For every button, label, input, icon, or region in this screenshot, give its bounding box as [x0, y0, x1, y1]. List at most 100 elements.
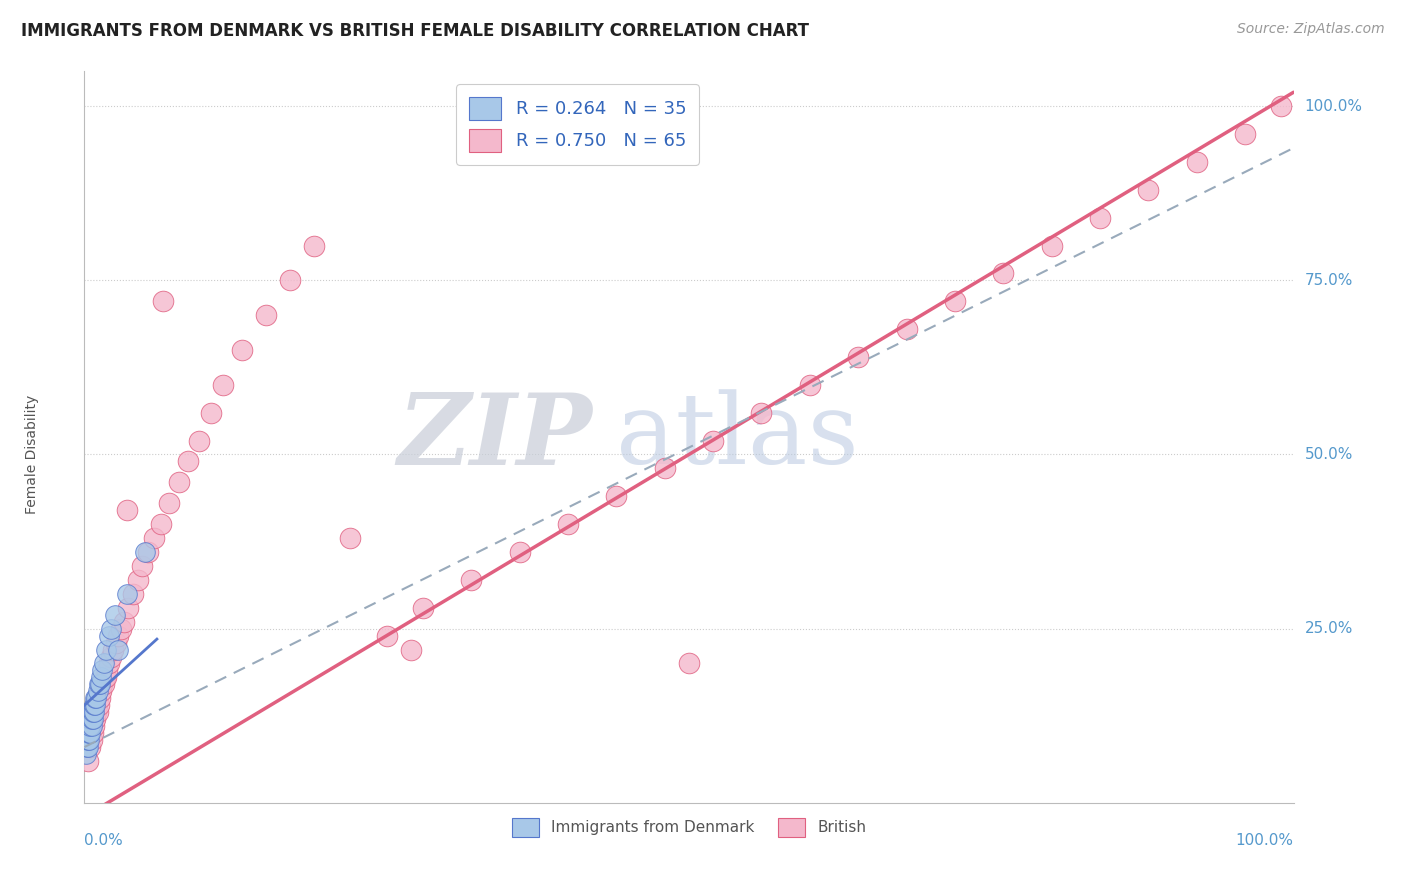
Point [96, 664, 118, 678]
Point [84, 698, 107, 713]
Point [654, 461, 676, 475]
Point [112, 615, 135, 629]
Point [375, 629, 398, 643]
Point [339, 531, 361, 545]
Point [82, 726, 104, 740]
Point [412, 600, 434, 615]
Point [86, 691, 108, 706]
Point [143, 531, 166, 545]
Point [83, 705, 105, 719]
Point [1185, 155, 1208, 169]
Point [77, 733, 100, 747]
Point [90, 670, 112, 684]
Point [702, 434, 724, 448]
Point [1137, 183, 1160, 197]
Point [89, 691, 111, 706]
Text: 25.0%: 25.0% [1305, 621, 1353, 636]
Point [110, 622, 132, 636]
Point [76, 740, 98, 755]
Text: 100.0%: 100.0% [1305, 99, 1362, 113]
Point [200, 406, 222, 420]
Point [75, 747, 97, 761]
Point [846, 350, 869, 364]
Point [77, 719, 100, 733]
Text: ZIP: ZIP [398, 389, 592, 485]
Point [80, 712, 103, 726]
Point [751, 406, 773, 420]
Point [131, 558, 153, 573]
Text: 75.0%: 75.0% [1305, 273, 1353, 288]
Point [89, 677, 111, 691]
Point [86, 684, 108, 698]
Point [83, 698, 105, 713]
Point [100, 622, 122, 636]
Point [104, 607, 127, 622]
Point [177, 454, 200, 468]
Text: 100.0%: 100.0% [1236, 833, 1294, 848]
Point [82, 712, 104, 726]
Point [94, 670, 117, 684]
Point [134, 545, 156, 559]
Point [80, 719, 103, 733]
Point [138, 545, 160, 559]
Point [152, 294, 174, 309]
Point [460, 573, 482, 587]
Point [107, 642, 129, 657]
Text: 0.0%: 0.0% [84, 833, 124, 848]
Point [87, 677, 110, 691]
Point [896, 322, 918, 336]
Point [79, 726, 101, 740]
Point [278, 273, 301, 287]
Point [77, 733, 100, 747]
Point [84, 712, 107, 726]
Point [86, 705, 108, 719]
Point [167, 475, 190, 490]
Point [97, 657, 120, 671]
Point [90, 684, 112, 698]
Point [84, 691, 107, 706]
Text: Female Disability: Female Disability [24, 395, 38, 514]
Point [1234, 127, 1257, 141]
Point [77, 754, 100, 768]
Point [399, 642, 422, 657]
Point [678, 657, 700, 671]
Point [993, 266, 1015, 280]
Point [79, 712, 101, 726]
Point [188, 434, 211, 448]
Point [121, 587, 143, 601]
Point [93, 677, 115, 691]
Point [127, 573, 149, 587]
Point [149, 517, 172, 532]
Point [799, 377, 821, 392]
Text: atlas: atlas [616, 389, 859, 485]
Point [77, 726, 100, 740]
Point [80, 705, 103, 719]
Point [91, 677, 114, 691]
Text: 50.0%: 50.0% [1305, 447, 1353, 462]
Point [83, 719, 105, 733]
Point [103, 642, 125, 657]
Point [107, 629, 129, 643]
Point [79, 719, 101, 733]
Point [76, 733, 98, 747]
Point [82, 705, 104, 719]
Point [77, 740, 100, 755]
Point [605, 489, 627, 503]
Point [94, 670, 117, 684]
Point [77, 726, 100, 740]
Point [157, 496, 180, 510]
Point [231, 343, 253, 357]
Point [93, 657, 115, 671]
Text: IMMIGRANTS FROM DENMARK VS BRITISH FEMALE DISABILITY CORRELATION CHART: IMMIGRANTS FROM DENMARK VS BRITISH FEMAL… [21, 22, 808, 40]
Point [1270, 99, 1292, 113]
Point [509, 545, 531, 559]
Point [115, 587, 138, 601]
Point [87, 698, 110, 713]
Point [79, 740, 101, 755]
Point [91, 664, 114, 678]
Point [557, 517, 579, 532]
Point [212, 377, 235, 392]
Point [1088, 211, 1111, 225]
Point [1040, 238, 1063, 252]
Point [80, 733, 103, 747]
